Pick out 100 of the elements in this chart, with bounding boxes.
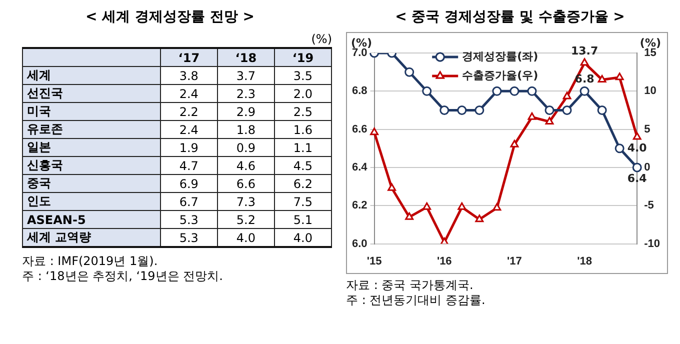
point (615, 72, 624, 80)
point (474, 105, 484, 115)
point (388, 183, 396, 191)
y-tick-label: 미국 (22, 102, 160, 120)
data-label: 6.6 (217, 174, 274, 192)
data-label: 3.7 (217, 66, 274, 84)
text: (%) (310, 32, 332, 47)
point (632, 162, 642, 172)
y-tick-label: 6.8 (352, 85, 368, 98)
point (510, 140, 519, 148)
y-tick-label: 6.4 (352, 162, 368, 174)
y-tick-label: 선진국 (22, 84, 160, 102)
data-label: 5.1 (274, 210, 332, 228)
data-label: 2.0 (274, 84, 332, 102)
x-tick-label: ‘19 (274, 48, 332, 66)
text: 자료 : IMF(2019년 1월). (22, 254, 159, 269)
point (597, 105, 607, 115)
y-tick-label: 6.2 (352, 200, 368, 212)
data-label: 4.0 (274, 228, 332, 247)
point (405, 212, 414, 220)
data-label: 4.0 (217, 228, 274, 247)
point (440, 105, 450, 115)
data-label: 5.2 (217, 210, 274, 228)
point (544, 105, 554, 115)
data-label: 6.2 (274, 174, 332, 192)
point (580, 86, 590, 96)
y-tick-label: 유로존 (22, 120, 160, 138)
data-label: 7.5 (274, 192, 332, 210)
data-label: 7.3 (217, 192, 274, 210)
y2-tick-label: 5 (644, 123, 650, 136)
y-tick-label: 7.0 (352, 47, 368, 60)
data-label: 2.5 (274, 102, 332, 120)
point (458, 202, 466, 210)
point (528, 112, 536, 120)
point (580, 58, 589, 66)
y-tick-label: 6.0 (352, 238, 368, 250)
y-tick-label: 신흥국 (22, 156, 160, 174)
chart-title: < 세계 경제성장률 전망 > (84, 8, 256, 26)
y2-tick-label: 10 (644, 85, 656, 98)
y2-tick-label: -5 (644, 200, 654, 212)
data-label: 2.4 (160, 84, 218, 102)
y-tick-label: ASEAN-5 (22, 210, 160, 228)
point (475, 214, 484, 222)
y-tick-label: 세계 교역량 (22, 228, 160, 247)
data-label: 4.6 (217, 156, 274, 174)
y-axis-title: (%) (351, 36, 372, 50)
point (527, 86, 537, 96)
data-label: 2.9 (217, 102, 274, 120)
x-tick-label: '17 (507, 255, 522, 268)
y2-tick-label: -10 (644, 238, 660, 250)
data-label: 1.8 (217, 120, 274, 138)
data-label: 6.4 (627, 172, 648, 185)
data-label: 1.1 (274, 138, 332, 156)
data-label: 5.3 (160, 228, 218, 247)
data-label: 6.9 (160, 174, 218, 192)
x-tick-label: '16 (436, 255, 452, 268)
x-tick-label: '18 (577, 255, 592, 268)
legend-label: 경제성장률(좌) (462, 50, 538, 63)
point (562, 92, 572, 100)
point (492, 203, 502, 211)
point (598, 74, 606, 82)
data-label: 13.7 (570, 44, 598, 58)
point (614, 144, 624, 154)
y2-tick-label: 15 (644, 47, 656, 60)
point (510, 86, 520, 96)
point (422, 86, 432, 96)
legend-label: 수출증가율(우) (462, 68, 538, 82)
data-label: 3.5 (274, 66, 332, 84)
x-tick-label: ‘18 (217, 48, 274, 66)
y-tick-label: 중국 (22, 174, 160, 192)
x-tick-label: '15 (366, 255, 382, 268)
data-label: 2.3 (217, 84, 274, 102)
point (562, 105, 572, 115)
x-tick-label: ‘17 (160, 48, 218, 66)
chart-title: < 중국 경제성장률 및 수출증가율 > (394, 8, 626, 26)
text: 자료 : 중국 국가통계국. (346, 278, 474, 293)
point (545, 116, 554, 124)
data-label: 1.9 (160, 138, 218, 156)
point (457, 105, 467, 115)
data-label: 2.4 (160, 120, 218, 138)
text: 주 : ‘18년은 추정치, ‘19년은 전망치. (22, 269, 224, 284)
y-tick-label: 6.6 (352, 123, 368, 136)
y-tick-label: 일본 (22, 138, 160, 156)
data-label: 1.6 (274, 120, 332, 138)
data-label: 2.2 (160, 102, 218, 120)
data-label: 4.7 (160, 156, 218, 174)
data-label: 3.8 (160, 66, 218, 84)
data-label: 4.0 (627, 141, 648, 154)
y-tick-label: 인도 (22, 192, 160, 210)
y2-axis-title: (%) (640, 36, 661, 50)
point (492, 86, 502, 96)
data-label: 5.3 (160, 210, 218, 228)
point (422, 202, 432, 210)
data-label: 4.5 (274, 156, 332, 174)
text: 주 : 전년동기대비 증감률. (346, 293, 486, 308)
y-tick-label: 세계 (22, 66, 160, 84)
point (404, 67, 414, 77)
y2-tick-label: 0 (644, 162, 650, 174)
data-label: 6.7 (160, 192, 218, 210)
data-label: 0.9 (217, 138, 274, 156)
